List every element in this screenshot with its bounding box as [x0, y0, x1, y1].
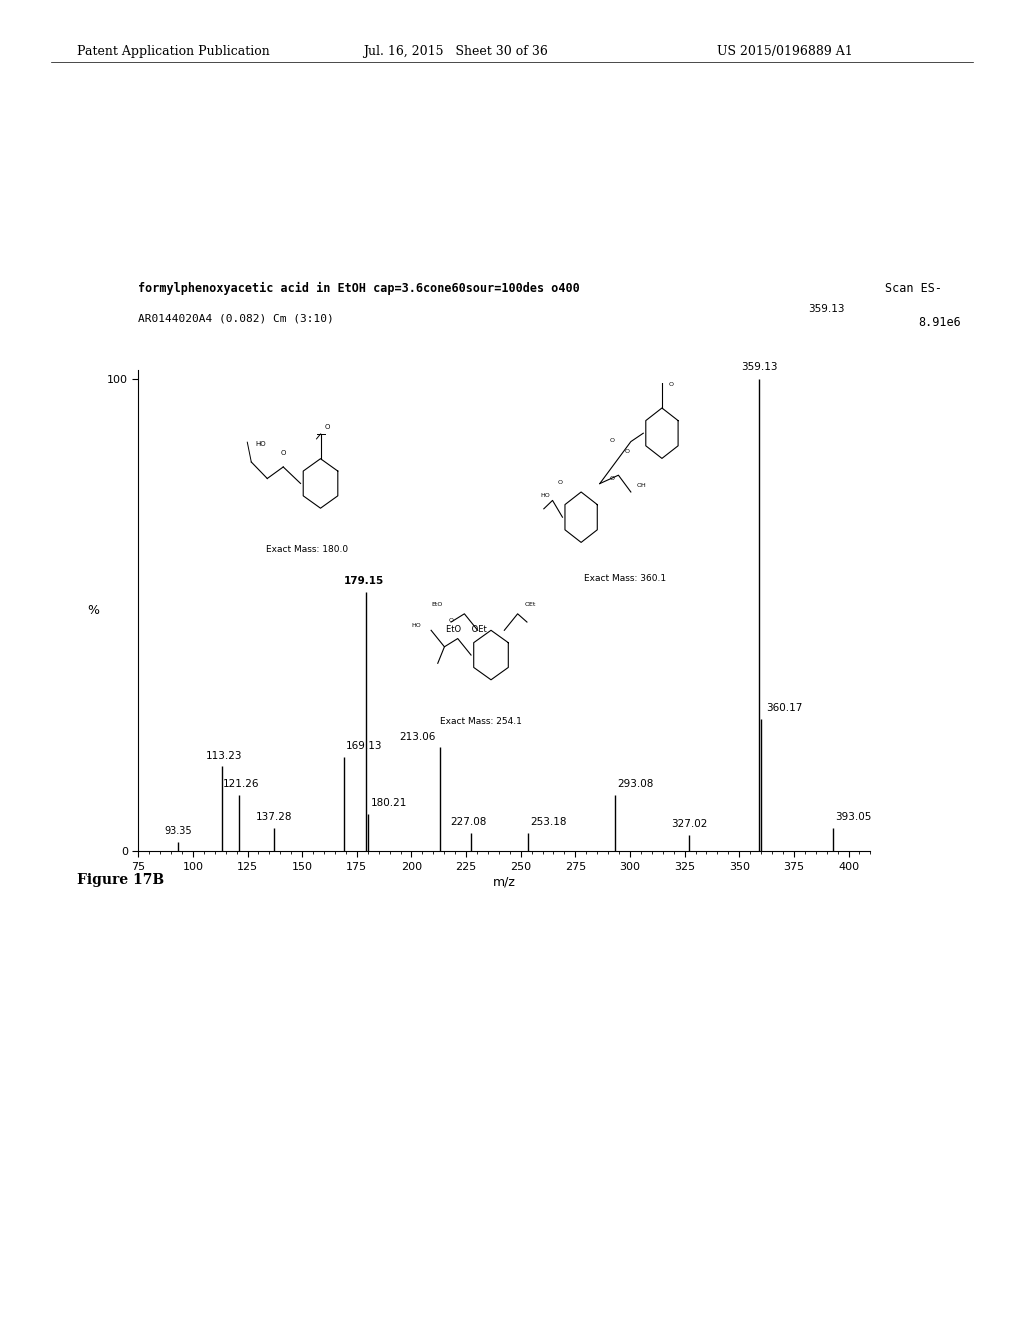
Y-axis label: %: %	[87, 605, 99, 616]
Text: Exact Mass: 254.1: Exact Mass: 254.1	[440, 717, 522, 726]
Text: O: O	[625, 449, 630, 454]
Text: HO: HO	[412, 623, 421, 628]
Text: EtO: EtO	[431, 602, 442, 607]
Text: OEt: OEt	[524, 602, 536, 607]
Text: formylphenoxyacetic acid in EtOH cap=3.6cone60sour=100des o400: formylphenoxyacetic acid in EtOH cap=3.6…	[138, 282, 580, 294]
Text: 121.26: 121.26	[223, 779, 260, 789]
Text: O: O	[557, 479, 562, 484]
Text: EtO    OEt: EtO OEt	[445, 624, 486, 634]
Text: Scan ES-: Scan ES-	[885, 282, 942, 294]
Text: O: O	[609, 438, 614, 442]
Text: Patent Application Publication: Patent Application Publication	[77, 45, 269, 58]
Text: 8.91e6: 8.91e6	[918, 315, 961, 329]
Text: 213.06: 213.06	[399, 731, 435, 742]
Text: 393.05: 393.05	[836, 812, 871, 822]
Text: HO: HO	[540, 494, 550, 498]
Text: 137.28: 137.28	[256, 812, 293, 822]
Text: O: O	[325, 424, 330, 430]
Text: O: O	[669, 383, 673, 387]
Text: US 2015/0196889 A1: US 2015/0196889 A1	[717, 45, 853, 58]
Text: O: O	[281, 450, 286, 457]
Text: Exact Mass: 360.1: Exact Mass: 360.1	[584, 574, 666, 583]
Text: 227.08: 227.08	[451, 817, 486, 826]
Text: AR0144020A4 (0.082) Cm (3:10): AR0144020A4 (0.082) Cm (3:10)	[138, 314, 334, 323]
Text: 293.08: 293.08	[617, 779, 653, 789]
Text: Figure 17B: Figure 17B	[77, 874, 164, 887]
Text: O: O	[609, 477, 614, 482]
Text: 113.23: 113.23	[206, 751, 243, 760]
Text: O: O	[449, 618, 454, 623]
Text: 360.17: 360.17	[766, 704, 802, 714]
X-axis label: m/z: m/z	[493, 876, 516, 888]
Text: 327.02: 327.02	[671, 820, 708, 829]
Text: HO: HO	[255, 441, 266, 446]
Text: 359.13: 359.13	[741, 362, 777, 372]
Text: Exact Mass: 180.0: Exact Mass: 180.0	[266, 545, 348, 554]
Text: 180.21: 180.21	[371, 799, 407, 808]
Text: Jul. 16, 2015   Sheet 30 of 36: Jul. 16, 2015 Sheet 30 of 36	[364, 45, 549, 58]
Text: 93.35: 93.35	[165, 826, 193, 837]
Text: OH: OH	[637, 483, 647, 488]
Text: 179.15: 179.15	[344, 576, 384, 586]
Text: 169.13: 169.13	[346, 742, 383, 751]
Text: 359.13: 359.13	[808, 304, 845, 314]
Text: 253.18: 253.18	[529, 817, 566, 826]
